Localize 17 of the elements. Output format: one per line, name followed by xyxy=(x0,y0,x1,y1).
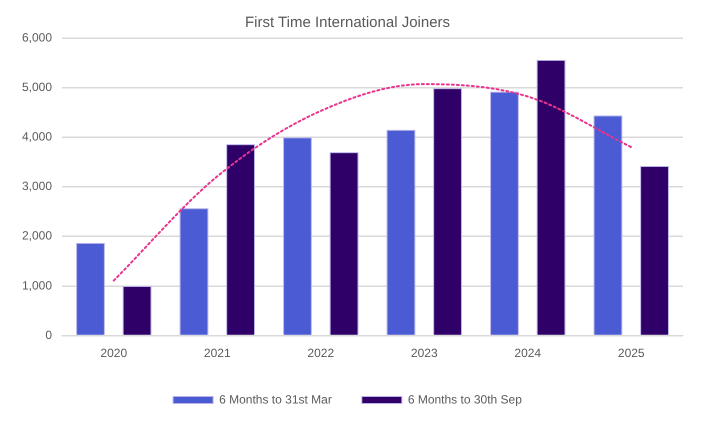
chart-title: First Time International Joiners xyxy=(244,14,450,32)
legend-label: 6 Months to 30th Sep xyxy=(408,392,522,406)
y-tick-label: 3,000 xyxy=(22,179,52,194)
line-series xyxy=(112,83,632,282)
y-tick-label: 1,000 xyxy=(22,278,52,292)
x-tick-label: 2025 xyxy=(618,346,645,360)
y-tick-label: 2,000 xyxy=(22,228,52,243)
y-tick-label: 6,000 xyxy=(22,30,52,44)
x-tick-label: 2021 xyxy=(204,346,231,360)
legend-label: 6 Months to 31st Mar xyxy=(219,392,332,406)
x-tick-label: 2024 xyxy=(514,346,542,360)
x-tick-label: 2023 xyxy=(410,346,438,360)
y-tick-label: 4,000 xyxy=(22,130,52,144)
x-tick-label: 2020 xyxy=(100,346,128,360)
y-tick-label: 0 xyxy=(45,328,52,342)
x-tick-label: 2022 xyxy=(307,346,334,360)
y-tick-label: 5,000 xyxy=(22,80,52,94)
